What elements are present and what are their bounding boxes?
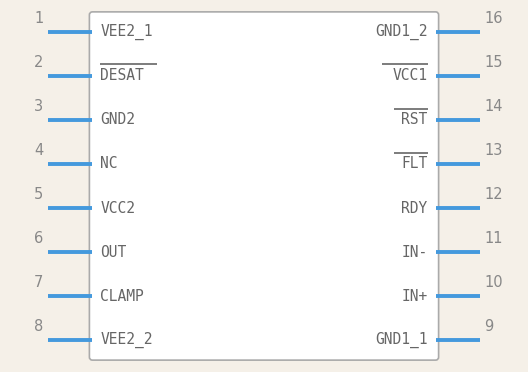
Text: 14: 14 bbox=[485, 99, 503, 114]
Text: FLT: FLT bbox=[401, 157, 428, 171]
Text: OUT: OUT bbox=[100, 245, 127, 260]
Text: IN-: IN- bbox=[401, 245, 428, 260]
Text: 1: 1 bbox=[34, 11, 43, 26]
Text: 16: 16 bbox=[485, 11, 503, 26]
Text: DESAT: DESAT bbox=[100, 68, 144, 83]
Text: RDY: RDY bbox=[401, 201, 428, 215]
Text: GND1_1: GND1_1 bbox=[375, 332, 428, 349]
Text: 2: 2 bbox=[34, 55, 43, 70]
Text: 3: 3 bbox=[34, 99, 43, 114]
Text: 5: 5 bbox=[34, 187, 43, 202]
Text: 9: 9 bbox=[485, 320, 494, 334]
Text: 15: 15 bbox=[485, 55, 503, 70]
Text: VEE2_2: VEE2_2 bbox=[100, 332, 153, 349]
Text: GND1_2: GND1_2 bbox=[375, 23, 428, 40]
Text: 12: 12 bbox=[485, 187, 503, 202]
Text: CLAMP: CLAMP bbox=[100, 289, 144, 304]
Text: IN+: IN+ bbox=[401, 289, 428, 304]
Text: 10: 10 bbox=[485, 275, 503, 290]
Text: VCC1: VCC1 bbox=[393, 68, 428, 83]
Text: NC: NC bbox=[100, 157, 118, 171]
Text: VCC2: VCC2 bbox=[100, 201, 135, 215]
Text: 8: 8 bbox=[34, 320, 43, 334]
FancyBboxPatch shape bbox=[89, 12, 439, 360]
Text: 7: 7 bbox=[34, 275, 43, 290]
Text: 6: 6 bbox=[34, 231, 43, 246]
Text: 13: 13 bbox=[485, 143, 503, 158]
Text: GND2: GND2 bbox=[100, 112, 135, 127]
Text: VEE2_1: VEE2_1 bbox=[100, 23, 153, 40]
Text: RST: RST bbox=[401, 112, 428, 127]
Text: 4: 4 bbox=[34, 143, 43, 158]
Text: 11: 11 bbox=[485, 231, 503, 246]
